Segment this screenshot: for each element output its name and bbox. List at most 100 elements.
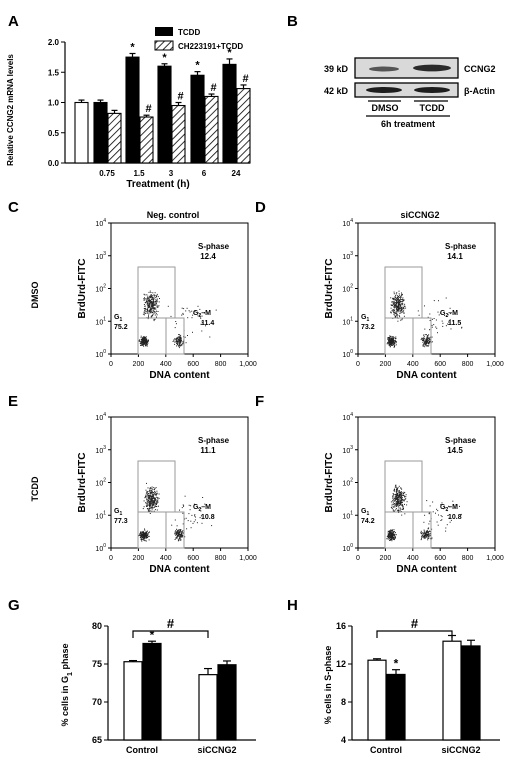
flow-event-dot xyxy=(148,536,150,537)
panel-letter-f: F xyxy=(255,393,264,410)
flow-event-dot xyxy=(445,325,447,327)
flow-event-dot xyxy=(178,340,180,342)
col-title-neg-control: Neg. control xyxy=(147,210,200,220)
g-bar xyxy=(142,642,162,741)
flow-event-dot xyxy=(154,500,156,502)
flow-event-dot xyxy=(399,491,401,493)
flow-event-dot xyxy=(441,502,443,504)
flow-event-dot xyxy=(395,498,397,500)
flow-event-dot xyxy=(155,497,156,499)
flow-event-dot xyxy=(156,500,158,502)
g-bracket xyxy=(132,630,209,638)
flow-event-dot xyxy=(393,497,395,499)
flow-event-dot xyxy=(143,534,145,536)
flow-event-dot xyxy=(149,487,151,489)
a-ytick-label: 0.0 xyxy=(48,159,60,168)
flow-event-dot xyxy=(391,505,393,507)
flow-xtick-label: 1,000 xyxy=(486,555,504,562)
flow-event-dot xyxy=(148,316,149,318)
flow-event-dot xyxy=(192,331,193,333)
flow-event-dot xyxy=(177,336,179,338)
flow-event-dot xyxy=(145,339,147,341)
flow-event-dot xyxy=(147,495,149,497)
flow-event-dot xyxy=(182,504,184,506)
flow-event-dot xyxy=(387,532,389,534)
flow-event-dot xyxy=(394,297,396,299)
h-bracket xyxy=(376,630,453,638)
flow-event-dot xyxy=(178,346,180,347)
g-ytick-label: 75 xyxy=(92,659,102,669)
flow-event-dot xyxy=(399,312,401,314)
flow-event-dot xyxy=(185,342,187,344)
flow-event-dot xyxy=(405,496,407,498)
flow-event-dot xyxy=(144,341,146,343)
flow-event-dot xyxy=(144,309,146,311)
band-actin-tcdd xyxy=(414,87,450,93)
flow-event-dot xyxy=(422,344,424,346)
flow-event-dot xyxy=(404,305,406,307)
flow-event-dot xyxy=(155,303,157,305)
value-s-phase: 12.4 xyxy=(200,252,216,261)
flow-event-dot xyxy=(398,491,400,493)
panel-letter-b: B xyxy=(287,13,298,30)
flow-event-dot xyxy=(154,311,156,313)
flow-event-dot xyxy=(153,495,154,497)
flow-event-dot xyxy=(395,305,397,307)
flow-event-dot xyxy=(400,501,401,503)
flow-event-dot xyxy=(392,344,394,346)
flow-event-dot xyxy=(393,346,395,348)
flow-event-dot xyxy=(203,312,205,314)
flow-event-dot xyxy=(156,298,158,300)
flow-event-dot xyxy=(403,299,405,301)
flow-event-dot xyxy=(147,340,149,342)
g-bar xyxy=(198,674,218,741)
flow-event-dot xyxy=(425,341,427,343)
flow-event-dot xyxy=(153,502,154,504)
flow-event-dot xyxy=(205,325,206,327)
value-s-phase: 14.1 xyxy=(447,252,463,261)
flow-event-dot xyxy=(399,502,401,504)
flow-event-dot xyxy=(394,536,396,538)
flow-event-dot xyxy=(423,344,425,346)
flow-event-dot xyxy=(397,302,399,304)
flow-event-dot xyxy=(149,308,151,310)
flow-event-dot xyxy=(391,309,393,311)
flow-event-dot xyxy=(149,487,151,489)
flow-event-dot xyxy=(153,487,155,488)
flow-event-dot xyxy=(143,506,145,508)
flow-event-dot xyxy=(179,344,181,346)
flow-event-dot xyxy=(426,335,428,337)
flow-event-dot xyxy=(149,300,151,302)
flow-event-dot xyxy=(393,344,395,346)
flow-event-dot xyxy=(178,340,180,342)
flow-event-dot xyxy=(402,308,404,310)
flow-event-dot xyxy=(200,515,202,517)
flow-event-dot xyxy=(142,344,144,346)
flow-event-dot xyxy=(399,510,401,512)
flow-event-dot xyxy=(158,497,160,499)
flow-event-dot xyxy=(144,294,146,296)
flow-event-dot xyxy=(176,340,178,342)
flow-event-dot xyxy=(144,306,146,307)
flow-event-dot xyxy=(182,523,184,525)
flow-event-dot xyxy=(396,490,398,492)
flow-event-dot xyxy=(174,533,176,535)
flow-event-dot xyxy=(181,342,183,344)
flow-event-dot xyxy=(146,312,148,314)
flow-event-dot xyxy=(392,301,394,303)
flow-event-dot xyxy=(395,486,397,488)
flow-event-dot xyxy=(402,303,404,305)
flow-event-dot xyxy=(423,337,425,339)
flow-event-dot xyxy=(428,532,429,534)
flow-event-dot xyxy=(390,533,392,534)
flow-event-dot xyxy=(180,340,182,342)
flow-event-dot xyxy=(399,502,401,503)
flow-event-dot xyxy=(145,505,147,507)
flow-event-dot xyxy=(393,340,395,342)
flow-event-dot xyxy=(397,504,399,506)
flow-event-dot xyxy=(151,307,153,309)
flow-event-dot xyxy=(450,519,452,521)
flow-event-dot xyxy=(178,337,180,339)
flow-event-dot xyxy=(149,501,150,503)
flow-event-dot xyxy=(148,291,150,293)
